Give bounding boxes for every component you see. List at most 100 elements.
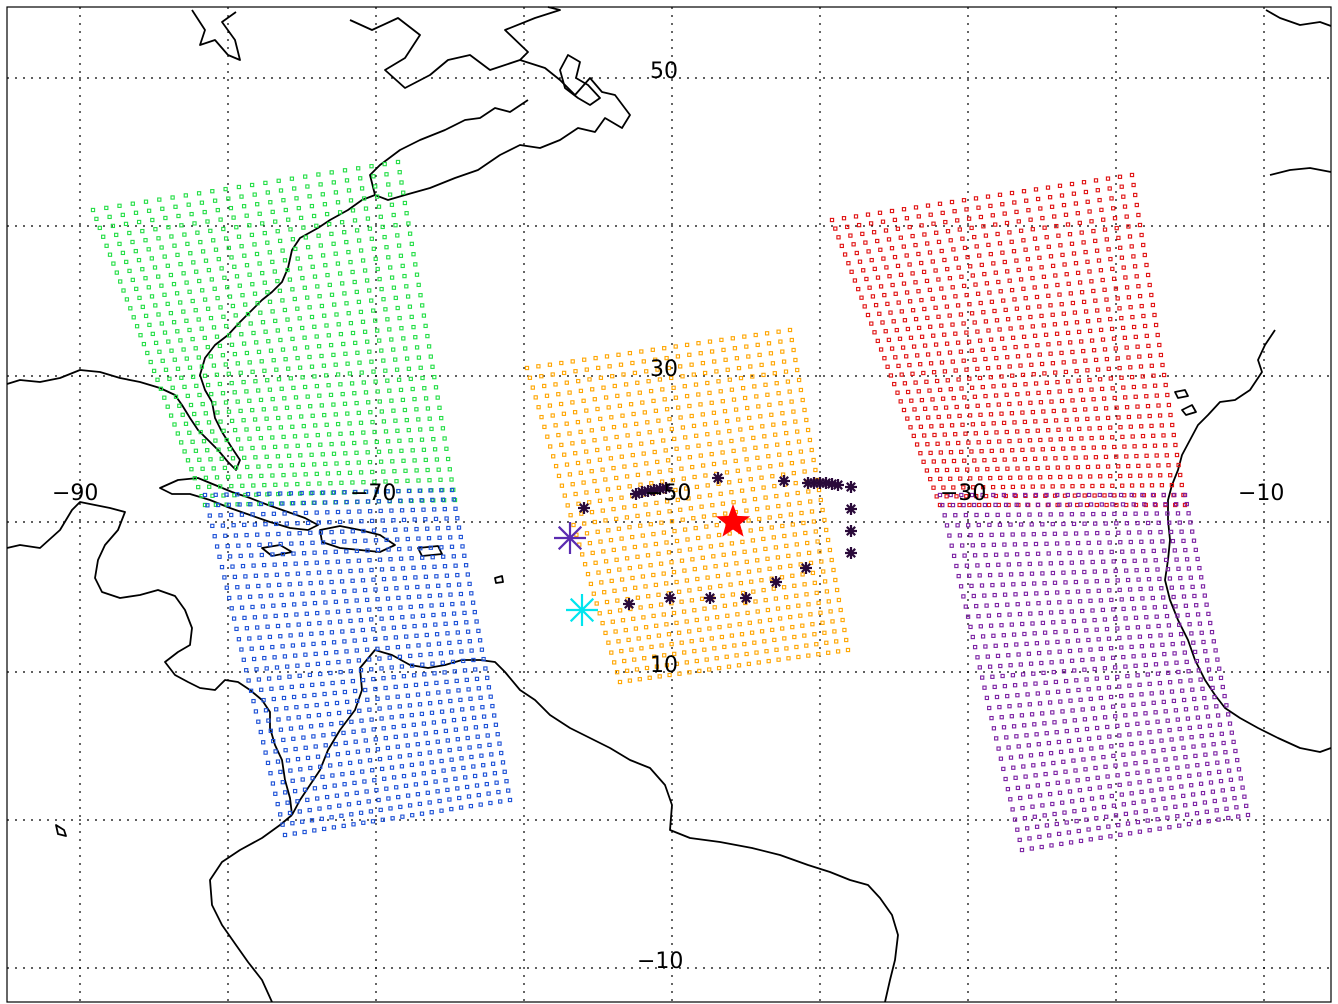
swath-pixel	[308, 530, 313, 535]
swath-pixel	[822, 630, 827, 635]
swath-pixel	[414, 633, 419, 638]
swath-pixel	[773, 545, 779, 550]
swath-pixel	[127, 268, 132, 274]
swath-pixel	[592, 519, 597, 525]
swath-pixel	[1024, 641, 1029, 647]
swath-pixel	[265, 532, 270, 537]
swath-pixel	[203, 475, 209, 480]
swath-pixel	[286, 531, 292, 536]
swath-pixel	[679, 640, 684, 645]
swath-pixel	[617, 608, 623, 613]
swath-pixel	[1030, 409, 1036, 415]
coastline-island-small	[494, 575, 504, 584]
swath-pixel	[984, 603, 989, 608]
swath-pixel	[1129, 596, 1135, 602]
swath-pixel	[502, 769, 507, 774]
swath-pixel	[285, 267, 290, 273]
swath-pixel	[356, 166, 361, 171]
swath-pixel	[905, 416, 910, 421]
swath-pixel	[736, 365, 742, 371]
swath-pixel	[325, 272, 330, 278]
swath-pixel	[991, 633, 996, 638]
swath-pixel	[1169, 689, 1175, 694]
swath-pixel	[598, 539, 603, 544]
swath-pixel	[1084, 628, 1089, 633]
swath-pixel	[752, 384, 757, 389]
swath-pixel	[276, 178, 281, 183]
swath-pixel	[286, 366, 291, 371]
swath-pixel	[1137, 634, 1143, 639]
swath-pixel	[295, 663, 300, 668]
swath-pixel	[1046, 600, 1052, 605]
swath-pixel	[200, 288, 205, 293]
swath-pixel	[673, 487, 678, 493]
swath-pixel	[956, 265, 961, 270]
swath-pixel	[808, 612, 813, 617]
swath-pixel	[356, 608, 361, 613]
swath-pixel	[901, 244, 906, 249]
swath-pixel	[615, 598, 620, 603]
swath-pixel	[1026, 353, 1032, 358]
swath-pixel	[988, 203, 993, 209]
swath-pixel	[239, 446, 244, 451]
swath-pixel	[415, 792, 421, 797]
swath-pixel	[955, 218, 960, 223]
swath-pixel	[178, 338, 183, 343]
swath-pixel	[726, 664, 732, 669]
swath-pixel	[584, 408, 589, 413]
swath-pixel	[627, 565, 632, 571]
swath-pixel	[294, 612, 299, 617]
swath-pixel	[187, 430, 192, 435]
swath-pixel	[976, 614, 981, 619]
swath-pixel	[415, 742, 420, 747]
swath-pixel	[570, 359, 575, 364]
swath-pixel	[404, 356, 410, 361]
swath-pixel	[1051, 669, 1056, 675]
swath-pixel	[1025, 305, 1031, 310]
swath-pixel	[168, 413, 174, 418]
swath-pixel	[1216, 769, 1222, 775]
swath-pixel	[939, 286, 944, 291]
swath-pixel	[240, 563, 246, 569]
swath-pixel	[1058, 474, 1063, 480]
swath-pixel	[383, 685, 388, 691]
swath-pixel	[298, 581, 303, 586]
swath-pixel	[396, 243, 402, 248]
station-asterisk	[630, 488, 642, 500]
swath-pixel	[951, 395, 956, 401]
swath-pixel	[1198, 677, 1203, 682]
swath-pixel	[257, 542, 262, 548]
swath-pixel	[1139, 644, 1145, 649]
swath-pixel	[130, 239, 135, 245]
lon-label-neg70: −70	[350, 481, 396, 506]
swath-pixel	[603, 436, 608, 441]
swath-pixel	[947, 533, 952, 538]
swath-pixel	[1053, 679, 1059, 685]
swath-pixel	[466, 687, 471, 692]
swath-pixel	[897, 336, 903, 341]
swath-pixel	[159, 321, 164, 326]
swath-pixel	[348, 198, 354, 203]
swath-pixel	[997, 327, 1002, 332]
swath-pixel	[1151, 749, 1156, 754]
swath-pixel	[769, 412, 774, 417]
swath-pixel	[617, 567, 622, 572]
swath-pixel	[226, 245, 231, 251]
swath-pixel	[994, 318, 1000, 323]
swath-pixel	[1218, 675, 1224, 681]
swath-pixel	[305, 184, 310, 189]
swath-pixel	[147, 322, 152, 328]
swath-pixel	[1050, 570, 1056, 576]
swath-pixel	[1087, 426, 1092, 431]
swath-pixel	[1198, 781, 1204, 786]
swath-pixel	[409, 314, 414, 320]
swath-pixel	[323, 650, 329, 656]
swath-pixel	[670, 477, 676, 483]
swath-pixel	[1123, 616, 1128, 621]
swath-pixel	[662, 653, 667, 658]
swath-pixel	[1075, 638, 1081, 643]
swath-pixel	[1192, 696, 1197, 702]
swath-pixel	[994, 736, 999, 741]
swath-pixel	[1089, 279, 1094, 284]
swath-pixel	[199, 326, 204, 331]
